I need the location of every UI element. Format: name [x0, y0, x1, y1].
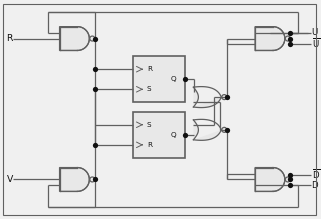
FancyBboxPatch shape — [133, 112, 185, 158]
Text: U: U — [312, 28, 318, 37]
Text: Q: Q — [171, 76, 176, 82]
FancyBboxPatch shape — [133, 57, 185, 102]
Polygon shape — [194, 87, 221, 108]
Text: V: V — [6, 175, 13, 184]
Text: $\overline{\rm D}$: $\overline{\rm D}$ — [312, 167, 320, 181]
Text: S: S — [147, 122, 152, 128]
Text: D: D — [312, 181, 318, 190]
Polygon shape — [59, 168, 89, 191]
Polygon shape — [255, 27, 285, 50]
Circle shape — [90, 177, 95, 182]
Polygon shape — [194, 120, 221, 140]
Text: R: R — [147, 66, 152, 72]
Circle shape — [90, 36, 95, 41]
Polygon shape — [59, 27, 89, 50]
Circle shape — [222, 95, 227, 100]
Circle shape — [285, 177, 290, 182]
Text: $\overline{\rm U}$: $\overline{\rm U}$ — [312, 36, 320, 50]
Text: R: R — [6, 34, 13, 43]
Text: R: R — [147, 142, 152, 148]
Text: Q: Q — [171, 132, 176, 138]
Circle shape — [222, 127, 227, 132]
Text: S: S — [147, 86, 152, 92]
Polygon shape — [255, 168, 285, 191]
Circle shape — [285, 36, 290, 41]
